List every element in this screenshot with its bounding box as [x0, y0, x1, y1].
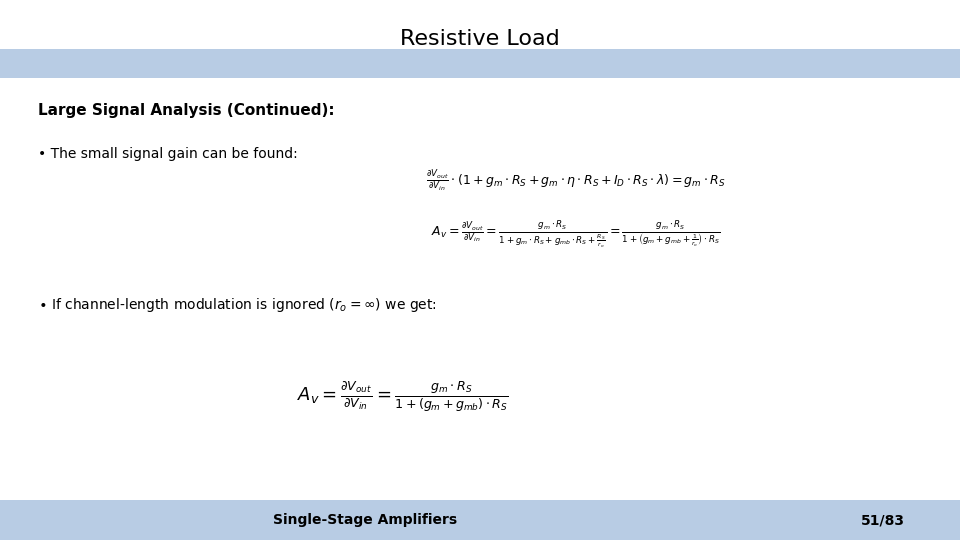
Text: 51/83: 51/83 — [861, 513, 905, 527]
Text: $A_v = \frac{\partial V_{out}}{\partial V_{in}} = \frac{g_m \cdot R_S}{1 + (g_m : $A_v = \frac{\partial V_{out}}{\partial … — [298, 380, 509, 414]
FancyBboxPatch shape — [0, 49, 960, 78]
FancyBboxPatch shape — [0, 500, 960, 540]
Text: $\frac{\partial V_{out}}{\partial V_{in}} \cdot (1 + g_m \cdot R_S + g_m \cdot \: $\frac{\partial V_{out}}{\partial V_{in}… — [426, 168, 726, 193]
Text: • The small signal gain can be found:: • The small signal gain can be found: — [38, 147, 299, 161]
Text: Single-Stage Amplifiers: Single-Stage Amplifiers — [273, 513, 457, 527]
Text: $\bullet$ If channel-length modulation is ignored ($r_o=\infty$) we get:: $\bullet$ If channel-length modulation i… — [38, 296, 437, 314]
Text: $A_v = \frac{\partial V_{out}}{\partial V_{in}} = \frac{g_m \cdot R_S}{1 + g_m \: $A_v = \frac{\partial V_{out}}{\partial … — [431, 219, 721, 251]
Text: Resistive Load: Resistive Load — [400, 29, 560, 49]
Text: Large Signal Analysis (Continued):: Large Signal Analysis (Continued): — [38, 103, 335, 118]
